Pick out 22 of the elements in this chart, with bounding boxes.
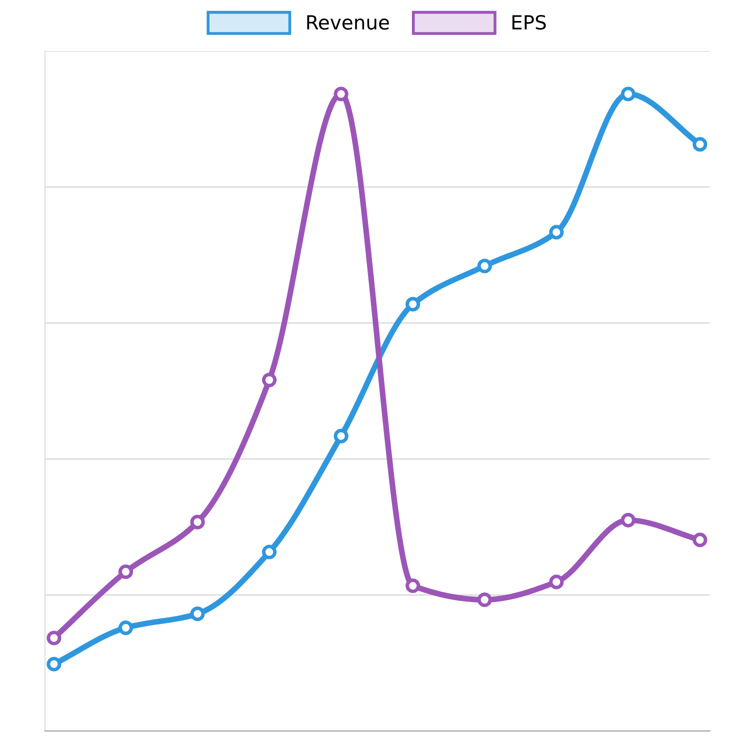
- point: [406, 296, 420, 312]
- point: [477, 258, 492, 274]
- legend-label: Revenue: [307, 15, 389, 30]
- legend-label: EPS: [512, 14, 546, 30]
- point: [334, 86, 348, 102]
- point: [46, 630, 62, 646]
- point: [549, 574, 564, 590]
- point: [549, 224, 564, 240]
- point: [406, 578, 420, 594]
- point: [334, 428, 348, 444]
- point: [262, 372, 277, 388]
- point: [262, 544, 277, 560]
- point: [692, 137, 708, 152]
- point: [118, 620, 134, 636]
- point: [190, 606, 205, 622]
- point: [118, 564, 134, 580]
- point: [620, 512, 636, 528]
- point: [46, 656, 62, 672]
- point: [620, 86, 636, 102]
- point: [190, 514, 205, 530]
- point: [692, 532, 708, 548]
- point: [477, 592, 492, 608]
